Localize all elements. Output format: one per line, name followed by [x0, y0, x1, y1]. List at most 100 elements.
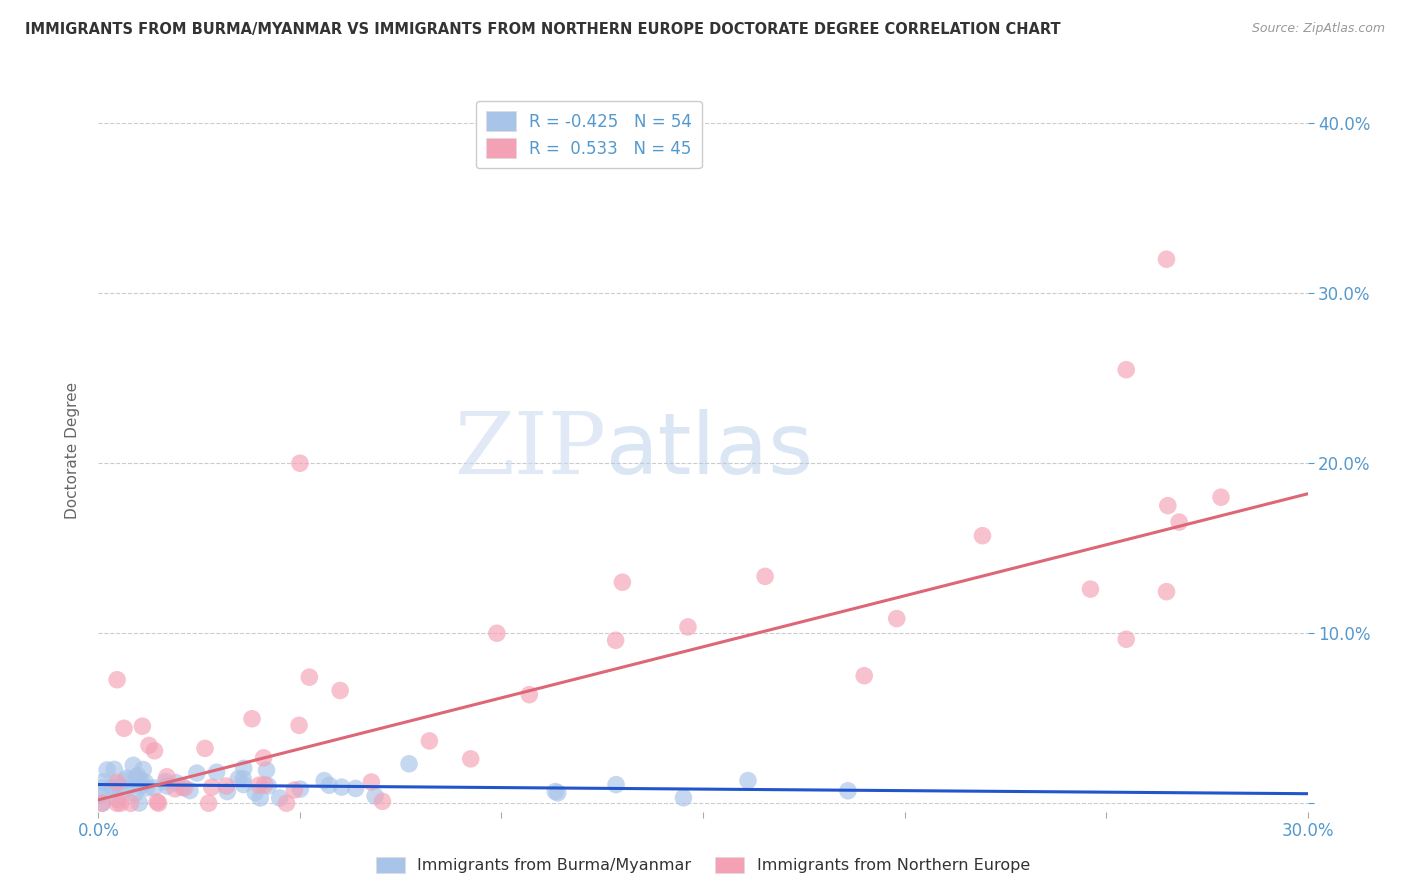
Point — [226, 772, 249, 786]
Point — [172, 780, 194, 795]
Point — [754, 569, 776, 583]
Point — [127, 769, 149, 783]
Point — [115, 771, 138, 785]
Point — [125, 770, 148, 784]
Point — [217, 784, 239, 798]
Point — [146, 795, 169, 809]
Point — [120, 796, 142, 810]
Point — [253, 778, 276, 792]
Point — [288, 456, 311, 470]
Legend: Immigrants from Burma/Myanmar, Immigrants from Northern Europe: Immigrants from Burma/Myanmar, Immigrant… — [370, 850, 1036, 880]
Point — [138, 739, 160, 753]
Point — [245, 786, 267, 800]
Y-axis label: Doctorate Degree: Doctorate Degree — [65, 382, 80, 519]
Point — [460, 752, 482, 766]
Point — [485, 626, 508, 640]
Point — [288, 718, 311, 732]
Point — [105, 796, 128, 810]
Point — [418, 734, 440, 748]
Point — [148, 796, 170, 810]
Point — [108, 779, 131, 793]
Point — [249, 791, 271, 805]
Point — [105, 792, 128, 806]
Point — [252, 751, 274, 765]
Point — [135, 780, 157, 795]
Point — [972, 529, 994, 543]
Text: Source: ZipAtlas.com: Source: ZipAtlas.com — [1251, 22, 1385, 36]
Point — [129, 779, 152, 793]
Point — [89, 789, 111, 803]
Point — [194, 741, 217, 756]
Point — [232, 777, 254, 791]
Point — [143, 744, 166, 758]
Text: atlas: atlas — [606, 409, 814, 492]
Point — [129, 772, 152, 787]
Point — [90, 796, 112, 810]
Point — [91, 780, 114, 795]
Point — [131, 719, 153, 733]
Point — [232, 772, 254, 786]
Point — [837, 784, 859, 798]
Point — [101, 781, 124, 796]
Point — [1115, 632, 1137, 647]
Point — [517, 688, 540, 702]
Point — [205, 765, 228, 780]
Point — [115, 773, 138, 788]
Text: ZIP: ZIP — [454, 409, 606, 492]
Point — [156, 770, 179, 784]
Point — [329, 683, 352, 698]
Point — [1209, 490, 1232, 504]
Point — [156, 779, 179, 793]
Point — [124, 787, 146, 801]
Point — [132, 763, 155, 777]
Point — [290, 782, 312, 797]
Point — [122, 758, 145, 772]
Point — [257, 779, 280, 793]
Point — [318, 778, 340, 792]
Point — [128, 796, 150, 810]
Point — [360, 775, 382, 789]
Point — [344, 781, 367, 796]
Point — [283, 783, 305, 797]
Point — [398, 756, 420, 771]
Point — [269, 791, 291, 805]
Point — [112, 721, 135, 735]
Point — [105, 775, 128, 789]
Point — [105, 673, 128, 687]
Point — [330, 780, 353, 794]
Point — [197, 796, 219, 810]
Point — [605, 778, 627, 792]
Point — [240, 712, 263, 726]
Point — [547, 786, 569, 800]
Point — [544, 784, 567, 798]
Point — [155, 774, 177, 789]
Point — [96, 763, 118, 777]
Point — [298, 670, 321, 684]
Point — [256, 763, 278, 777]
Point — [103, 763, 125, 777]
Point — [134, 775, 156, 789]
Point — [371, 794, 394, 808]
Point — [672, 790, 695, 805]
Point — [247, 778, 270, 792]
Point — [605, 633, 627, 648]
Text: IMMIGRANTS FROM BURMA/MYANMAR VS IMMIGRANTS FROM NORTHERN EUROPE DOCTORATE DEGRE: IMMIGRANTS FROM BURMA/MYANMAR VS IMMIGRA… — [25, 22, 1062, 37]
Point — [165, 781, 187, 796]
Point — [179, 783, 201, 797]
Point — [276, 796, 298, 810]
Point — [173, 780, 195, 795]
Point — [314, 773, 336, 788]
Point — [91, 774, 114, 789]
Point — [101, 780, 124, 794]
Point — [232, 761, 254, 775]
Point — [1156, 252, 1178, 267]
Point — [364, 789, 387, 803]
Point — [117, 781, 139, 796]
Point — [1168, 515, 1191, 529]
Point — [110, 796, 132, 810]
Point — [1080, 582, 1102, 596]
Legend: R = -0.425   N = 54, R =  0.533   N = 45: R = -0.425 N = 54, R = 0.533 N = 45 — [475, 101, 702, 169]
Point — [676, 620, 699, 634]
Point — [142, 780, 165, 795]
Point — [201, 780, 224, 794]
